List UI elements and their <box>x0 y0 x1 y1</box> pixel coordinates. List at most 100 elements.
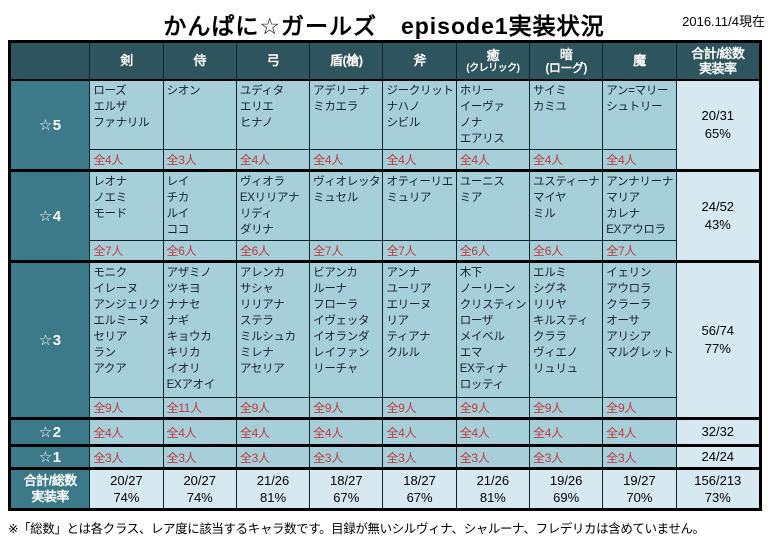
column-header-label: 暗 <box>559 46 573 62</box>
count-star2-samurai: 全4人 <box>162 417 237 446</box>
star5-count-row: 全4人 全3人 全4人 全4人 全4人 全4人 全4人 全4人 <box>10 149 761 171</box>
count-star3-bow: 全9人 <box>235 397 311 419</box>
names-star3-samurai: アザミノ ツキヨ ナナセ ナギ キョウカ キリカ イオリ EXアオイ <box>162 260 237 398</box>
count-star4-axe: 全7人 <box>382 240 457 262</box>
column-header-bow: 弓 <box>235 41 311 81</box>
names-star4-samurai: レイ チカ ルイ ココ <box>162 169 237 241</box>
totals-rogue: 19/26 69% <box>528 467 604 510</box>
footnote: ※「総数」とは各クラス、レア度に該当するキャラ数です。目録が無いシルヴィナ、シャ… <box>8 522 705 536</box>
count-star1-rogue: 全3人 <box>528 444 604 469</box>
count-star2-shield: 全4人 <box>309 417 384 446</box>
count-star4-rogue: 全6人 <box>528 240 604 262</box>
column-header-total: 合計/総数 実装率 <box>675 41 762 81</box>
column-header-sword: 剣 <box>89 41 164 81</box>
names-star3-bow: アレンカ サシャ リリアナ ステラ ミルシュカ ミレナ アセリア <box>235 260 311 398</box>
row-label-star5: ☆5 <box>8 79 91 171</box>
count-star5-mage: 全4人 <box>602 149 677 171</box>
column-header-label: 盾(槍) <box>329 53 363 69</box>
star4-count-row: 全7人 全6人 全6人 全7人 全7人 全6人 全6人 全7人 <box>10 240 761 262</box>
column-header-label: 癒 <box>486 47 500 63</box>
count-star4-sword: 全7人 <box>89 240 164 262</box>
count-star3-mage: 全9人 <box>602 397 677 419</box>
title-bar: かんぱに☆ガールズ episode1実装状況 2016.11/4現在 <box>0 0 768 39</box>
implementation-status-table: 剣 侍 弓 盾(槍) 斧 癒 (クレリック) 暗 (ローグ) 魔 合計/総数 実装率 … <box>8 40 762 511</box>
count-star2-bow: 全4人 <box>235 417 311 446</box>
count-star5-axe: 全4人 <box>382 149 457 171</box>
totals-row: 合計/総数 実装率 20/27 74% 20/27 74% 21/26 81% … <box>8 467 762 510</box>
total-star1: 24/24 <box>675 444 762 469</box>
column-header-sublabel: (クレリック) <box>466 62 520 74</box>
names-star5-bow: ユディタ エリエ ヒナノ <box>235 79 311 150</box>
star3-count-row: 全9人 全11人 全9人 全9人 全9人 全9人 全9人 全9人 <box>10 397 761 419</box>
names-star5-sword: ローズ エルザ ファナリル <box>89 79 164 150</box>
count-star1-sword: 全3人 <box>89 444 164 469</box>
count-star3-axe: 全9人 <box>382 397 457 419</box>
count-star4-cleric: 全6人 <box>455 240 531 262</box>
column-header-label: 合計/総数 <box>691 45 745 61</box>
column-header-label: 魔 <box>633 53 646 69</box>
star4-names-row: ☆4 レオナ ノエミ モード レイ チカ ルイ ココ ヴィオラ EXリリアナ リ… <box>8 169 762 262</box>
count-star1-shield: 全3人 <box>309 444 384 469</box>
column-header-mage: 魔 <box>602 41 677 81</box>
count-star3-samurai: 全11人 <box>162 397 237 419</box>
row-label-star2: ☆2 <box>8 417 91 446</box>
names-star5-cleric: ホリー イーヴァ ノナ エアリス <box>455 79 531 150</box>
count-star3-sword: 全9人 <box>89 397 164 419</box>
count-star3-shield: 全9人 <box>309 397 384 419</box>
count-star1-cleric: 全3人 <box>455 444 531 469</box>
column-header-cleric: 癒 (クレリック) <box>455 41 531 81</box>
names-star4-bow: ヴィオラ EXリリアナ リディ ダリナ <box>235 169 311 241</box>
count-star5-sword: 全4人 <box>89 149 164 171</box>
row-label-star3: ☆3 <box>8 260 91 419</box>
column-header-label: 斧 <box>413 53 426 69</box>
row-label-star4: ☆4 <box>8 169 91 262</box>
totals-cleric: 21/26 81% <box>455 467 531 510</box>
total-star3: 56/74 77% <box>675 260 762 419</box>
count-star5-rogue: 全4人 <box>528 149 604 171</box>
star5-names-row: ☆5 ローズ エルザ ファナリル シオン ユディタ エリエ ヒナノ アデリーナ … <box>8 79 762 171</box>
page-title: かんぱに☆ガールズ episode1実装状況 <box>163 13 605 39</box>
count-star2-mage: 全4人 <box>602 417 677 446</box>
names-star4-axe: オティーリエ ミュリア <box>382 169 457 241</box>
totals-shield: 18/27 67% <box>309 467 384 510</box>
count-star5-bow: 全4人 <box>235 149 311 171</box>
count-star4-bow: 全6人 <box>235 240 311 262</box>
count-star1-samurai: 全3人 <box>162 444 237 469</box>
count-star1-mage: 全3人 <box>602 444 677 469</box>
totals-row-label: 合計/総数 実装率 <box>8 467 91 510</box>
total-star2: 32/32 <box>675 417 762 446</box>
names-star4-shield: ヴィオレッタ ミュセル <box>309 169 384 241</box>
column-header-label: 弓 <box>266 53 280 69</box>
count-star1-bow: 全3人 <box>235 444 311 469</box>
count-star3-cleric: 全9人 <box>455 397 531 419</box>
count-star3-rogue: 全9人 <box>528 397 604 419</box>
count-star5-cleric: 全4人 <box>455 149 531 171</box>
totals-mage: 19/27 70% <box>602 467 677 510</box>
count-star4-mage: 全7人 <box>602 240 677 262</box>
names-star5-shield: アデリーナ ミカエラ <box>309 79 384 150</box>
names-star3-axe: アンナ ユーリア エリーヌ リア ティアナ クルル <box>382 260 457 398</box>
names-star3-mage: イェリン アウロラ クラーラ オーサ アリシア マルグレット <box>602 260 677 398</box>
totals-grand: 156/213 73% <box>675 467 762 510</box>
count-star2-sword: 全4人 <box>89 417 164 446</box>
names-star4-rogue: ユスティーナ マイヤ ミル <box>528 169 604 241</box>
names-star3-cleric: 木下 ノーリーン クリスティン ローザ メイベル エマ EXティナ ロッティ <box>455 260 531 398</box>
date-note: 2016.11/4現在 <box>682 14 765 29</box>
names-star4-mage: アンナリーナ マリア カレナ EXアウロラ <box>602 169 677 241</box>
count-star2-cleric: 全4人 <box>455 417 531 446</box>
corner-cell <box>8 41 91 81</box>
totals-samurai: 20/27 74% <box>162 467 237 510</box>
count-star2-axe: 全4人 <box>382 417 457 446</box>
totals-sword: 20/27 74% <box>89 467 164 510</box>
names-star5-mage: アン=マリー シュトリー <box>602 79 677 150</box>
total-star4: 24/52 43% <box>675 169 762 262</box>
column-header-label: 侍 <box>193 53 206 69</box>
names-star3-sword: モニク イレーヌ アンジェリク エルミーヌ セリア ラン アクア <box>89 260 164 398</box>
header-row: 剣 侍 弓 盾(槍) 斧 癒 (クレリック) 暗 (ローグ) 魔 合計/総数 実装率 <box>8 41 762 81</box>
names-star4-sword: レオナ ノエミ モード <box>89 169 164 241</box>
column-header-sublabel: 実装率 <box>699 60 737 76</box>
star1-row: ☆1 全3人 全3人 全3人 全3人 全3人 全3人 全3人 全3人 24/24 <box>8 444 762 469</box>
column-header-rogue: 暗 (ローグ) <box>528 41 604 81</box>
column-header-samurai: 侍 <box>162 41 237 81</box>
column-header-shield: 盾(槍) <box>309 41 384 81</box>
